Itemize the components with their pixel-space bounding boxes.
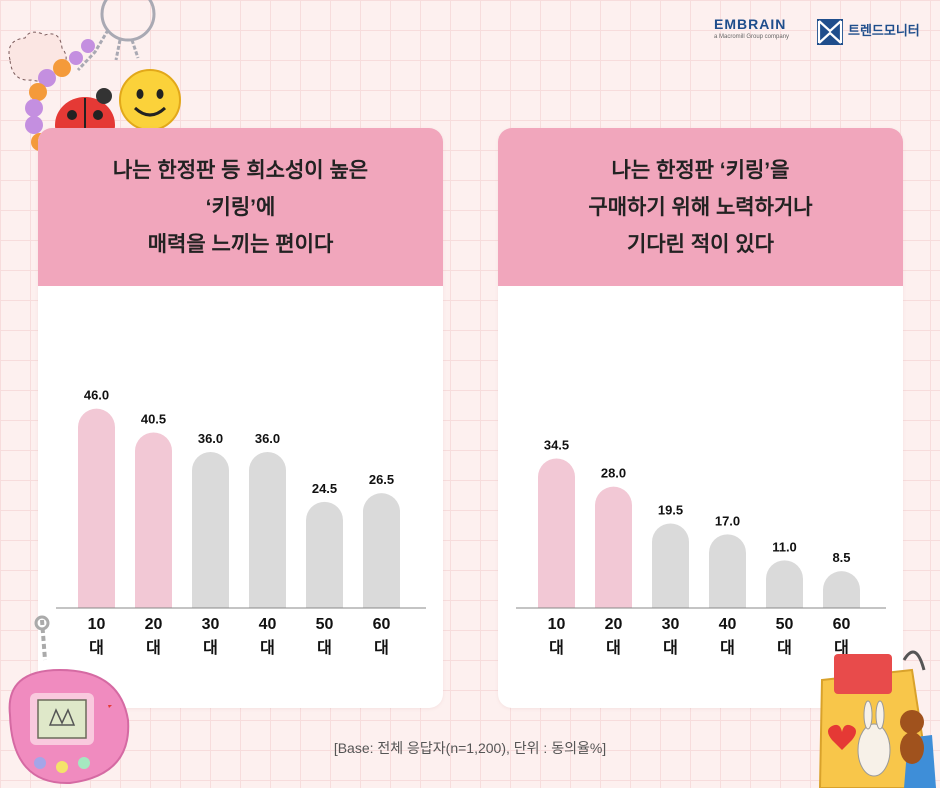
bar-5 [766,560,803,608]
value-label-2: 40.5 [141,412,166,427]
value-label-1: 34.5 [544,438,569,453]
category-label-6-top: 60 [373,616,391,633]
category-label-4-top: 40 [259,616,277,633]
value-label-4: 17.0 [715,513,740,528]
category-label-6-bottom: 대 [834,639,849,657]
bar-4 [709,534,746,608]
value-label-5: 24.5 [312,481,337,496]
bar-6 [823,571,860,608]
category-label-4-bottom: 대 [720,639,735,657]
trendmonitor-logo-text: 트렌드모니터 [848,23,920,38]
right-chart-card: 나는 한정판 ‘키링’을 구매하기 위해 노력하거나 기다린 적이 있다 34.… [498,128,903,708]
category-label-5-top: 50 [776,616,794,633]
trendmonitor-logo-icon [817,19,843,45]
category-label-2-bottom: 대 [146,639,161,657]
bag-with-plush-illustration [818,650,936,788]
value-label-3: 36.0 [198,431,223,446]
category-label-4-top: 40 [719,616,737,633]
category-label-1-top: 10 [548,616,566,633]
embrain-tagline: a Macromill Group company [714,34,790,40]
value-label-3: 19.5 [658,503,683,518]
bar-4 [249,452,286,608]
right-card-header: 나는 한정판 ‘키링’을 구매하기 위해 노력하거나 기다린 적이 있다 [498,128,903,286]
right-chart-title: 나는 한정판 ‘키링’을 구매하기 위해 노력하거나 기다린 적이 있다 [588,158,813,256]
category-label-3-top: 30 [202,616,220,633]
footnote: [Base: 전체 응답자(n=1,200), 단위 : 동의율%] [333,740,607,756]
value-label-6: 26.5 [369,472,394,487]
value-label-1: 46.0 [84,388,109,403]
brand-logos: EMBRAIN a Macromill Group company 트렌드모니터 [714,16,924,50]
category-label-2-bottom: 대 [606,639,621,657]
right-bar-chart: 34.5 10 대 28.0 20 대 19.5 30 대 17.0 40 대 11.0 50 대 8.5 60… [516,438,886,657]
left-card-header: 나는 한정판 등 희소성이 높은 ‘키링’에 매력을 느끼는 편이다 [38,128,443,286]
embrain-logo: EMBRAIN [714,16,787,32]
value-label-6: 8.5 [832,550,850,565]
category-label-1-top: 10 [88,616,106,633]
category-label-3-bottom: 대 [203,639,218,657]
bar-6 [363,493,400,608]
category-label-6-bottom: 대 [374,639,389,657]
category-label-5-bottom: 대 [777,639,792,657]
left-bar-chart: 46.0 10 대 40.5 20 대 36.0 30 대 36.0 40 대 24.5 50 대 26.5 6… [56,388,426,657]
tamagotchi-keychain-illustration [8,615,130,785]
category-label-1-bottom: 대 [549,639,564,657]
bar-2 [595,486,632,608]
left-chart-title: 나는 한정판 등 희소성이 높은 ‘키링’에 매력을 느끼는 편이다 [112,158,369,256]
category-label-3-bottom: 대 [663,639,678,657]
category-label-5-top: 50 [316,616,334,633]
bar-1 [78,408,115,608]
category-label-6-top: 60 [833,616,851,633]
bar-2 [135,432,172,608]
category-label-2-top: 20 [605,616,623,633]
value-label-5: 11.0 [772,539,797,554]
bar-1 [538,458,575,608]
bar-3 [192,452,229,608]
left-chart-card: 나는 한정판 등 희소성이 높은 ‘키링’에 매력을 느끼는 편이다 46.0 1… [38,128,443,708]
value-label-4: 36.0 [255,431,280,446]
category-label-2-top: 20 [145,616,163,633]
bar-3 [652,523,689,608]
value-label-2: 28.0 [601,466,626,481]
category-label-3-top: 30 [662,616,680,633]
category-label-5-bottom: 대 [317,639,332,657]
category-label-1-bottom: 대 [89,639,104,657]
category-label-4-bottom: 대 [260,639,275,657]
bar-5 [306,501,343,608]
